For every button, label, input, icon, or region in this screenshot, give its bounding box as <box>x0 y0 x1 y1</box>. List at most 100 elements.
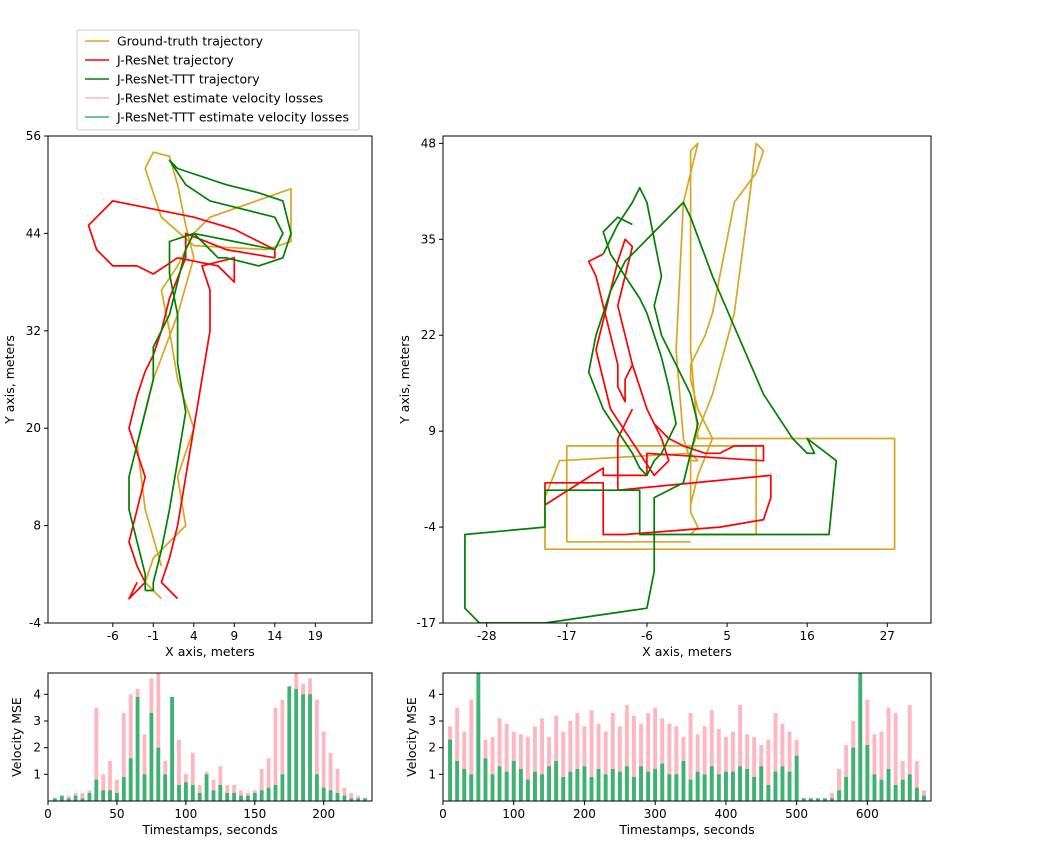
velocity-loss-bar <box>135 697 140 801</box>
velocity-loss-bar <box>667 774 672 801</box>
velocity-loss-bar <box>511 761 516 801</box>
x-tick-label: 4 <box>190 629 198 643</box>
plot-frame <box>442 672 932 802</box>
velocity-loss-bar <box>709 710 714 801</box>
plot-area <box>464 142 896 623</box>
plot-area <box>448 673 926 801</box>
x-axis-label: Timestamps, seconds <box>618 822 754 837</box>
x-tick-label: 300 <box>644 807 667 821</box>
velocity-loss-bar <box>115 793 119 801</box>
velocity-loss-bar <box>575 713 580 801</box>
velocity-loss-bar <box>632 715 636 801</box>
velocity-loss-bar <box>823 798 827 801</box>
velocity-loss-bar <box>695 771 700 801</box>
x-tick-label: 400 <box>714 807 737 821</box>
velocity-loss-bar <box>617 771 622 801</box>
velocity-loss-bar <box>80 798 85 801</box>
plot-frame <box>47 672 373 802</box>
velocity-loss-bar <box>724 737 728 801</box>
y-tick-label: 1 <box>428 767 436 781</box>
velocity-loss-bar <box>190 753 195 801</box>
trajectory-line <box>136 151 292 600</box>
velocity-loss-plot-left: 0 50 100 150 200 1 2 3 4 Timestamps, seconds Veloc… <box>9 672 373 837</box>
velocity-loss-bar <box>872 774 877 801</box>
velocity-loss-bar <box>830 793 834 801</box>
y-axis-label: Velocity MSE <box>404 697 419 777</box>
velocity-loss-bar <box>533 771 537 801</box>
velocity-loss-bar <box>801 798 806 801</box>
velocity-loss-bar <box>886 707 891 801</box>
y-tick-label: 4 <box>33 687 41 701</box>
velocity-loss-bar <box>745 734 750 801</box>
velocity-loss-bar <box>321 787 326 801</box>
velocity-loss-bar <box>53 798 57 801</box>
velocity-loss-bar <box>610 713 615 801</box>
velocity-loss-bar <box>773 713 778 801</box>
velocity-loss-bar <box>121 713 126 801</box>
velocity-loss-bar <box>808 798 813 801</box>
velocity-loss-bar <box>752 777 757 801</box>
y-tick-label: 35 <box>421 232 436 246</box>
plot-area <box>87 151 292 600</box>
velocity-loss-bar <box>837 790 841 801</box>
x-tick-label: 9 <box>230 629 238 643</box>
y-tick-label: -4 <box>424 520 436 534</box>
velocity-loss-bar <box>204 774 209 801</box>
velocity-loss-bar <box>504 771 509 801</box>
velocity-loss-bar <box>518 734 523 801</box>
velocity-loss-bar <box>349 798 354 801</box>
velocity-loss-bar <box>184 782 188 801</box>
y-tick-label: 2 <box>33 741 41 755</box>
y-tick-label: 3 <box>428 714 436 728</box>
velocity-loss-bar <box>246 795 250 801</box>
x-tick-label: -6 <box>641 629 653 643</box>
x-axis-label: Timestamps, seconds <box>141 822 277 837</box>
legend-label: Ground-truth trajectory <box>117 34 264 49</box>
x-tick-label: 0 <box>44 807 52 821</box>
velocity-loss-bar <box>702 726 707 801</box>
velocity-loss-bar <box>624 766 629 801</box>
plot-frame <box>442 135 932 624</box>
velocity-loss-bar <box>603 774 608 801</box>
velocity-loss-bar <box>667 723 672 801</box>
velocity-loss-bar <box>872 734 877 801</box>
velocity-loss-bar <box>321 731 326 801</box>
velocity-loss-bar <box>218 785 223 801</box>
velocity-loss-bar <box>218 766 223 801</box>
x-tick-label: 27 <box>880 629 895 643</box>
velocity-loss-bar <box>266 758 271 801</box>
velocity-loss-bar <box>308 694 312 801</box>
x-tick-label: 150 <box>243 807 266 821</box>
x-tick-label: -28 <box>477 629 497 643</box>
velocity-loss-bar <box>476 673 481 801</box>
velocity-loss-bar <box>252 793 257 801</box>
velocity-loss-bar <box>497 718 502 801</box>
trajectory-line <box>544 142 896 551</box>
velocity-loss-bar <box>582 726 587 801</box>
y-tick-label: 3 <box>33 714 41 728</box>
velocity-loss-bar <box>66 798 71 801</box>
velocity-loss-bar <box>688 779 693 801</box>
y-axis-label: Velocity MSE <box>9 697 24 777</box>
x-tick-label: 14 <box>267 629 282 643</box>
velocity-loss-bar <box>225 793 230 801</box>
velocity-loss-bar <box>858 673 863 801</box>
velocity-loss-bar <box>617 726 622 801</box>
y-tick-label: 48 <box>421 136 436 150</box>
velocity-loss-bar <box>865 745 870 801</box>
velocity-loss-bar <box>688 713 693 801</box>
velocity-loss-bar <box>660 763 665 801</box>
velocity-loss-bar <box>830 798 834 801</box>
trajectory-line <box>464 186 838 623</box>
velocity-loss-bar <box>335 793 340 801</box>
velocity-loss-bar <box>596 769 601 801</box>
velocity-loss-bar <box>363 798 367 801</box>
velocity-loss-bar <box>455 761 460 801</box>
velocity-loss-bar <box>653 707 658 801</box>
velocity-loss-bar <box>893 713 898 801</box>
y-tick-label: 22 <box>421 328 436 342</box>
trajectory-line <box>87 200 276 600</box>
y-tick-label: 1 <box>33 767 41 781</box>
velocity-loss-bar <box>900 779 905 801</box>
